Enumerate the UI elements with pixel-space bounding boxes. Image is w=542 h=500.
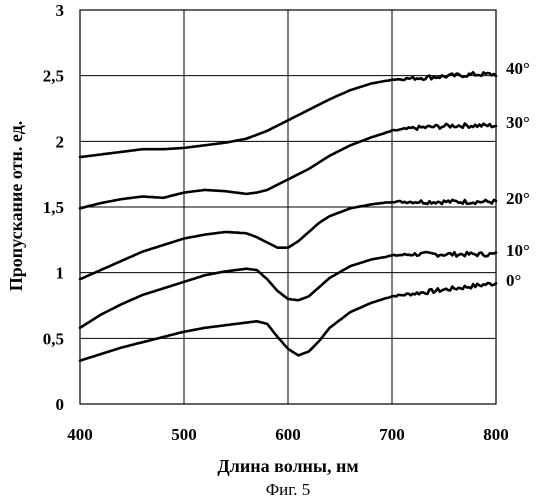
series-labels: 0° 10° 20° 30° 40° bbox=[506, 59, 530, 290]
x-tick-label: 600 bbox=[275, 425, 301, 444]
x-tick-label: 700 bbox=[379, 425, 405, 444]
grid bbox=[80, 10, 496, 404]
series-label: 20° bbox=[506, 189, 530, 208]
x-tick-label: 400 bbox=[67, 425, 93, 444]
series-label: 40° bbox=[506, 59, 530, 78]
x-tick-label: 800 bbox=[483, 425, 509, 444]
x-tick-labels: 400 500 600 700 800 bbox=[67, 425, 509, 444]
y-tick-labels: 0 0,5 1 1,5 2 2,5 3 bbox=[43, 1, 64, 414]
x-tick-label: 500 bbox=[171, 425, 197, 444]
y-tick-label: 2 bbox=[56, 132, 65, 151]
y-tick-label: 1 bbox=[56, 264, 65, 283]
y-tick-label: 1,5 bbox=[43, 198, 64, 217]
series-label: 30° bbox=[506, 113, 530, 132]
series-label: 0° bbox=[506, 271, 521, 290]
y-tick-label: 0,5 bbox=[43, 329, 64, 348]
figure-caption: Фиг. 5 bbox=[266, 480, 311, 499]
y-tick-label: 3 bbox=[56, 1, 65, 20]
y-tick-label: 0 bbox=[56, 395, 65, 414]
y-tick-label: 2,5 bbox=[43, 67, 64, 86]
series-label: 10° bbox=[506, 241, 530, 260]
y-axis-title: Пропускание отн. ед. bbox=[6, 121, 26, 291]
x-axis-title: Длина волны, нм bbox=[217, 456, 358, 476]
